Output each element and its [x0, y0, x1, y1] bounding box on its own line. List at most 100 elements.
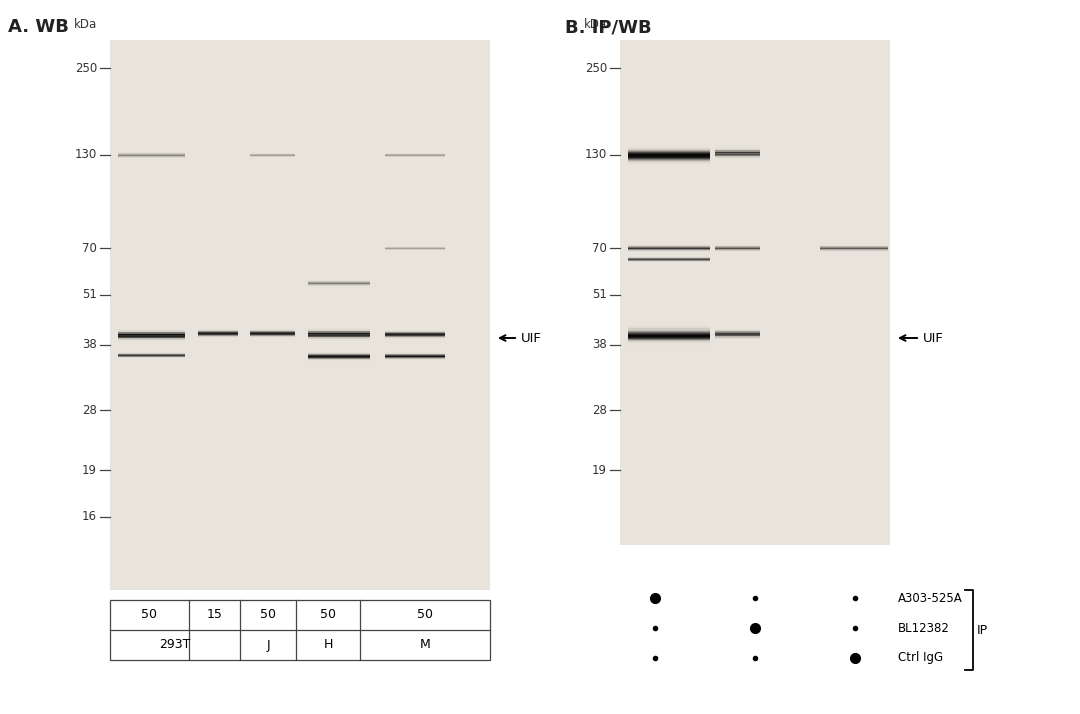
- Bar: [627, 259, 710, 260]
- Bar: [820, 251, 888, 252]
- Bar: [384, 359, 445, 360]
- Bar: [308, 280, 370, 281]
- Bar: [384, 337, 445, 338]
- Bar: [249, 333, 295, 334]
- Bar: [820, 247, 888, 248]
- Bar: [715, 331, 760, 332]
- Bar: [715, 146, 760, 148]
- Text: 70: 70: [592, 241, 607, 254]
- Bar: [308, 337, 370, 338]
- Bar: [627, 161, 710, 163]
- Bar: [820, 246, 888, 247]
- Bar: [627, 249, 710, 251]
- Text: 50: 50: [417, 608, 433, 621]
- Bar: [627, 336, 710, 338]
- Text: 130: 130: [584, 149, 607, 161]
- Text: BL12382: BL12382: [897, 621, 950, 635]
- Bar: [384, 154, 445, 155]
- Bar: [118, 338, 185, 339]
- Text: kDa: kDa: [73, 18, 97, 31]
- Bar: [118, 155, 185, 156]
- Bar: [627, 332, 710, 333]
- Bar: [118, 357, 185, 358]
- Bar: [118, 333, 185, 334]
- Bar: [118, 355, 185, 356]
- Bar: [249, 154, 295, 155]
- Bar: [715, 156, 760, 157]
- Bar: [249, 331, 295, 332]
- Bar: [627, 148, 710, 149]
- Bar: [249, 155, 295, 156]
- Text: Ctrl IgG: Ctrl IgG: [897, 651, 943, 665]
- Bar: [627, 246, 710, 247]
- Bar: [384, 153, 445, 154]
- Bar: [715, 337, 760, 338]
- Bar: [627, 163, 710, 164]
- Bar: [627, 324, 710, 326]
- Bar: [715, 244, 760, 246]
- Bar: [308, 286, 370, 288]
- Bar: [118, 331, 185, 333]
- Bar: [308, 356, 370, 358]
- Bar: [308, 283, 370, 285]
- Bar: [384, 157, 445, 159]
- Bar: [308, 335, 370, 336]
- Bar: [308, 358, 370, 359]
- Bar: [627, 164, 710, 166]
- Bar: [715, 151, 760, 152]
- Bar: [715, 248, 760, 249]
- Text: 16: 16: [82, 511, 97, 523]
- Bar: [118, 153, 185, 154]
- Bar: [384, 250, 445, 251]
- Text: 19: 19: [592, 463, 607, 476]
- Bar: [308, 351, 370, 353]
- Bar: [118, 329, 185, 331]
- Bar: [627, 250, 710, 251]
- Bar: [820, 247, 888, 248]
- Bar: [118, 358, 185, 359]
- Bar: [308, 283, 370, 284]
- Bar: [384, 329, 445, 330]
- Bar: [249, 336, 295, 337]
- Bar: [715, 245, 760, 246]
- Bar: [715, 148, 760, 149]
- Text: 293T: 293T: [160, 638, 191, 651]
- Bar: [627, 344, 710, 346]
- Bar: [715, 154, 760, 156]
- Bar: [249, 157, 295, 158]
- Bar: [198, 332, 238, 333]
- Bar: [308, 336, 370, 337]
- Bar: [308, 285, 370, 286]
- Bar: [384, 333, 445, 334]
- Bar: [820, 249, 888, 250]
- Text: 50: 50: [320, 608, 336, 621]
- Bar: [384, 247, 445, 248]
- Bar: [627, 157, 710, 159]
- Bar: [820, 244, 888, 246]
- Bar: [384, 247, 445, 248]
- Bar: [308, 328, 370, 330]
- Bar: [198, 331, 238, 333]
- Bar: [249, 331, 295, 333]
- Bar: [249, 153, 295, 154]
- Bar: [627, 257, 710, 258]
- Bar: [308, 339, 370, 340]
- Bar: [627, 261, 710, 262]
- Bar: [308, 351, 370, 352]
- Bar: [384, 354, 445, 355]
- Bar: [198, 335, 238, 336]
- Bar: [249, 335, 295, 336]
- Bar: [627, 146, 710, 148]
- Bar: [820, 251, 888, 253]
- Bar: [627, 252, 710, 253]
- Bar: [715, 248, 760, 250]
- Bar: [627, 155, 710, 156]
- Bar: [715, 155, 760, 156]
- Bar: [627, 160, 710, 161]
- Bar: [308, 282, 370, 283]
- Text: 70: 70: [82, 241, 97, 254]
- Bar: [249, 329, 295, 331]
- Bar: [249, 153, 295, 154]
- Bar: [627, 338, 710, 340]
- Bar: [715, 147, 760, 149]
